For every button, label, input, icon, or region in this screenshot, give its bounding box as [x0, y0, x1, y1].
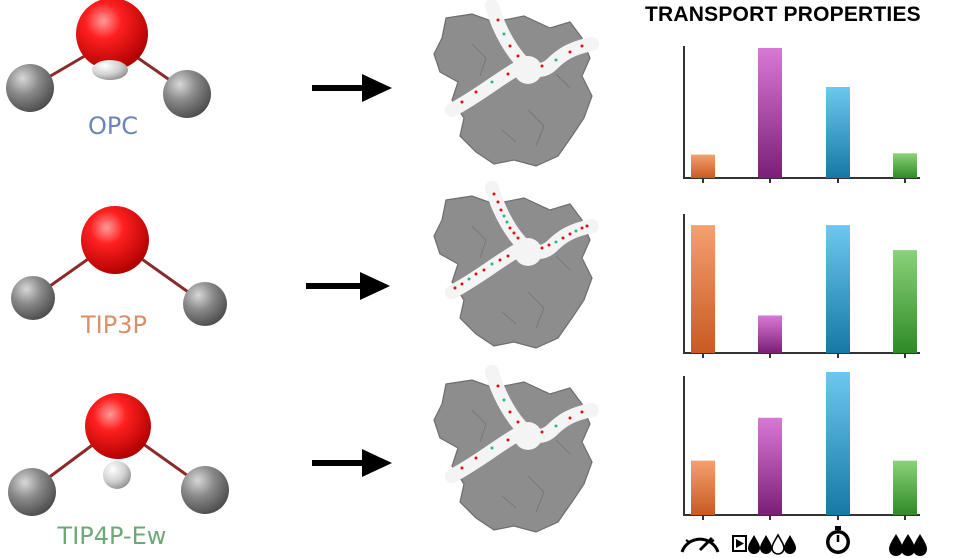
hydrogen-atom — [8, 468, 56, 516]
chart-title: TRANSPORT PROPERTIES — [645, 3, 921, 26]
molecule-tip4p-ew — [8, 393, 229, 516]
bar-tip3p-diffusion-molecules — [758, 315, 782, 353]
hydrogen-atom — [6, 64, 54, 112]
virtual-site — [103, 461, 131, 489]
hydrogen-atom — [11, 276, 55, 320]
bar-tip3p-timer — [826, 225, 850, 353]
arrow-row-3 — [312, 449, 392, 477]
chart-bars — [691, 48, 917, 515]
bar-tip4p-ew-timer — [826, 372, 850, 515]
timer-icon — [826, 526, 850, 554]
oxygen-atom — [85, 393, 151, 459]
axes-panel-3 — [683, 376, 920, 516]
hydrogen-atom — [183, 282, 227, 326]
water-drops-icon — [889, 534, 927, 556]
model-label-tip3p: TIP3P — [81, 311, 147, 339]
arrow-row-1 — [312, 74, 392, 102]
bar-opc-timer — [826, 87, 850, 178]
hydrogen-atom — [181, 466, 229, 514]
bar-opc-speed-gauge — [691, 154, 715, 178]
bar-tip4p-ew-diffusion-molecules — [758, 417, 782, 515]
hydrogen-atom — [163, 70, 211, 118]
speed-gauge-icon — [680, 536, 720, 553]
bar-opc-water-drops — [893, 153, 917, 178]
protein-tunnel-3 — [434, 372, 592, 532]
molecule-tip3p — [11, 206, 227, 326]
bar-tip4p-ew-speed-gauge — [691, 460, 715, 515]
oxygen-atom — [81, 206, 149, 274]
chart-axes — [683, 46, 920, 520]
protein-tunnel-1 — [434, 6, 592, 166]
axes-panel-1 — [683, 46, 920, 179]
axes-panel-2 — [683, 214, 920, 354]
bar-tip3p-water-drops — [893, 250, 917, 353]
arrow-row-2 — [306, 272, 390, 300]
virtual-site — [92, 60, 128, 80]
protein-tunnel-2 — [434, 188, 592, 348]
bar-tip4p-ew-water-drops — [893, 460, 917, 515]
model-label-tip4p-ew: TIP4P-Ew — [57, 522, 167, 550]
oxygen-atom — [76, 0, 148, 70]
diffusion-molecules-icon — [732, 533, 796, 555]
bar-opc-diffusion-molecules — [758, 48, 782, 178]
molecule-opc — [6, 0, 211, 118]
model-label-opc: OPC — [87, 112, 139, 140]
bar-tip3p-speed-gauge — [691, 225, 715, 353]
